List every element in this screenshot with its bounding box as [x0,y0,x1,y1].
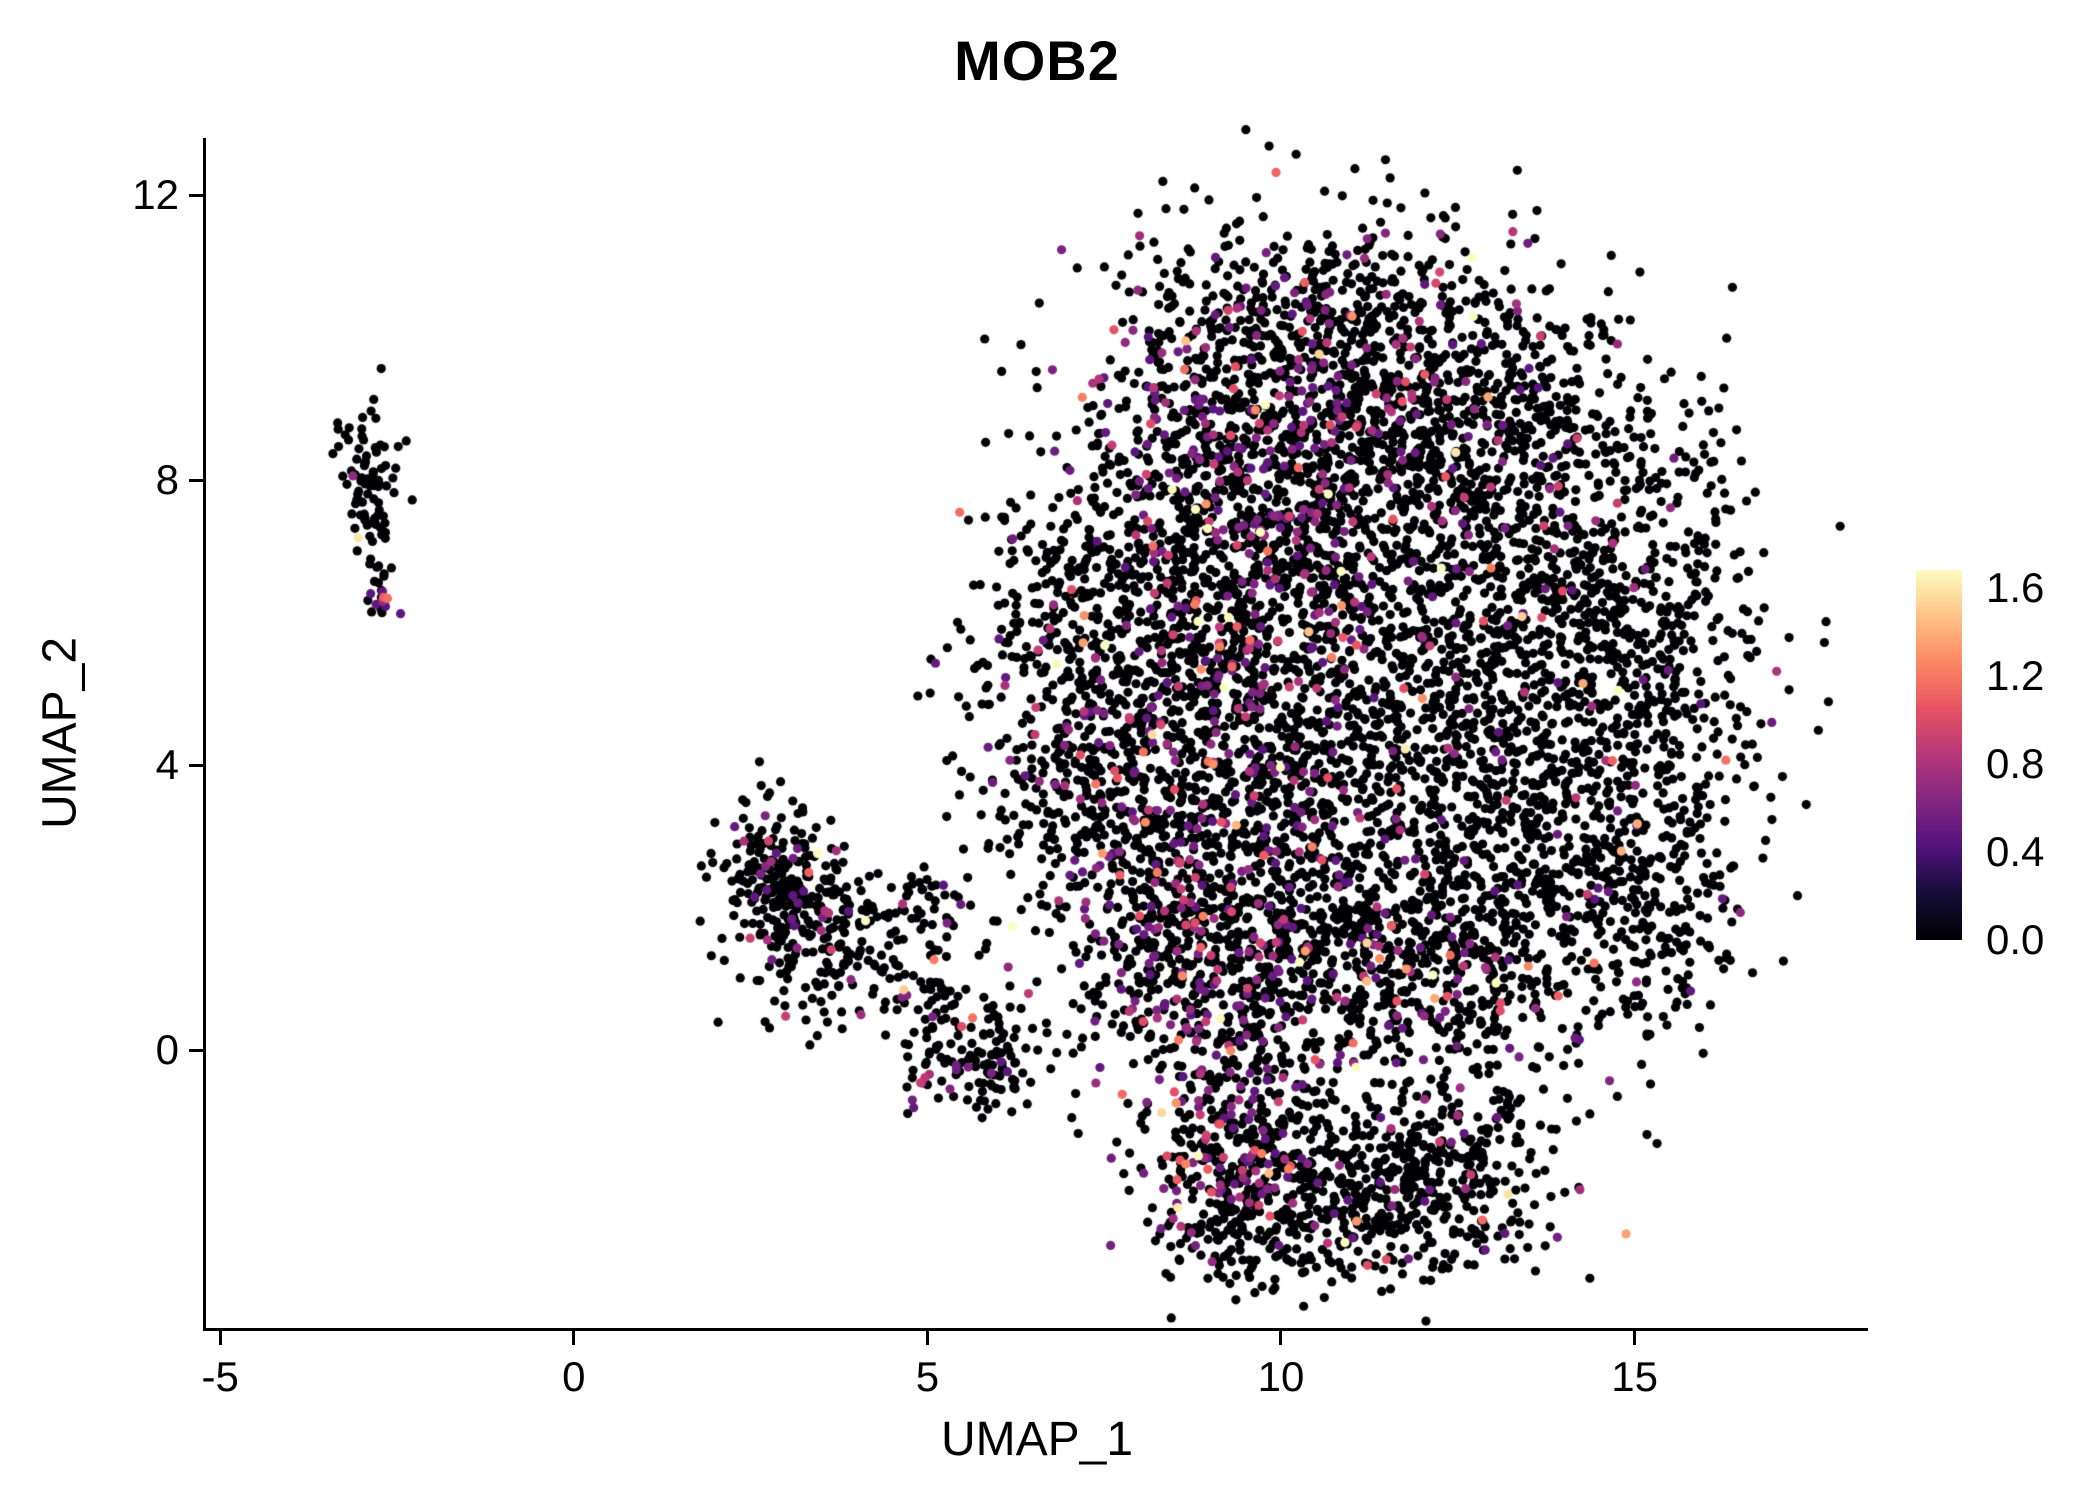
y-tick-mark [189,478,203,482]
colorbar-gradient [1916,570,1962,940]
legend-tick-label: 1.2 [1986,651,2045,699]
legend-tick-label: 1.6 [1986,563,2045,611]
x-tick-label: 5 [915,1353,940,1400]
x-tick-mark [218,1331,222,1345]
x-tick-mark [1279,1331,1283,1345]
y-tick-label: 0 [155,1026,179,1074]
x-tick-label: 10 [1257,1353,1305,1400]
legend-tick-label: 0.4 [1986,827,2045,875]
x-axis-label: UMAP_1 [940,1413,1134,1466]
y-tick-label: 8 [155,456,179,504]
y-tick-label: 12 [132,171,179,218]
y-tick-mark [189,193,203,197]
y-tick-mark [189,1048,203,1052]
y-axis-line [203,138,206,1331]
x-tick-label: 0 [562,1353,586,1400]
legend-tick-label: 0.8 [1986,739,2045,787]
x-tick-mark [572,1331,576,1345]
x-tick-mark [1633,1331,1637,1345]
plot-title: MOB2 [954,29,1120,92]
x-tick-mark [925,1331,929,1345]
x-tick-label: 15 [1611,1353,1658,1400]
y-tick-mark [189,763,203,767]
legend-tick-label: 0.0 [1986,916,2045,963]
y-tick-label: 4 [155,741,179,789]
x-axis-line [203,1328,1868,1331]
y-axis-label: UMAP_2 [33,636,87,830]
x-tick-label: -5 [201,1353,239,1400]
